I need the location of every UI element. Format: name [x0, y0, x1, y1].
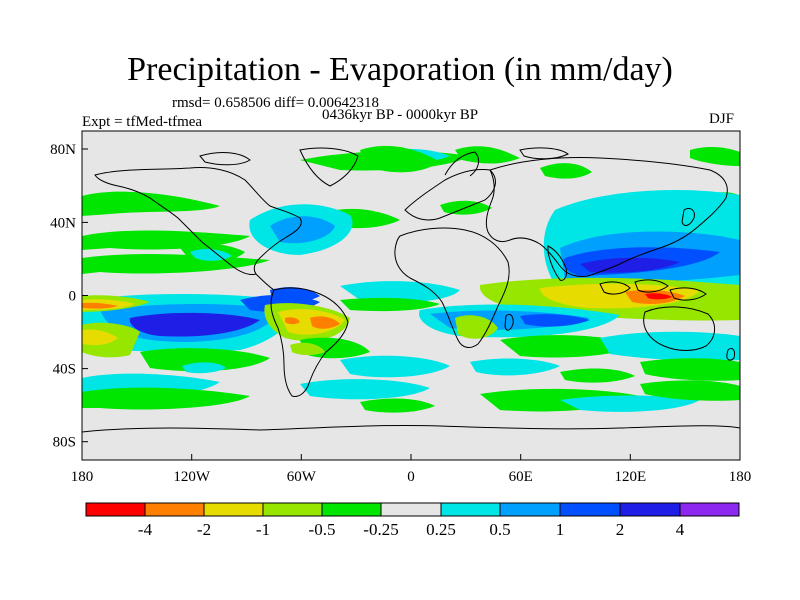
- contour-region: [82, 329, 118, 346]
- x-tick-label: 60W: [287, 469, 317, 485]
- x-tick-label: 120W: [173, 469, 211, 485]
- contour-region: [560, 395, 700, 412]
- contour-region: [340, 281, 460, 303]
- x-tick-label: 0: [407, 469, 415, 485]
- y-tick-label: 80N: [50, 142, 76, 158]
- x-tick-label: 60E: [509, 469, 533, 485]
- contour-region: [360, 398, 435, 413]
- y-tick-label: 40S: [53, 362, 76, 378]
- contour-region: [270, 287, 320, 303]
- contour-region: [129, 312, 260, 337]
- contour-region: [690, 146, 740, 166]
- colorbar-label: 0.25: [426, 520, 456, 539]
- x-tick-label: 180: [729, 469, 752, 485]
- contour-region: [455, 146, 520, 164]
- y-tick-label: 80S: [53, 435, 76, 451]
- contour-region: [580, 257, 680, 273]
- contour-region: [560, 368, 635, 383]
- contour-region: [540, 163, 592, 179]
- x-tick-label: 120E: [614, 469, 646, 485]
- colorbar-label: -0.5: [309, 520, 336, 539]
- colorbar-box: [203, 502, 264, 517]
- colorbar-label: 2: [616, 520, 625, 539]
- contour-region: [640, 380, 740, 401]
- stats-text: rmsd= 0.658506 diff= 0.00642318: [172, 95, 380, 111]
- map-title: Precipitation - Evaporation (in mm/day): [127, 51, 673, 88]
- contour-region: [520, 314, 590, 327]
- contour-region: [600, 331, 740, 361]
- coastlines: [82, 147, 740, 433]
- contour-region: [290, 342, 325, 355]
- colorbar-label: -1: [256, 520, 270, 539]
- colorbar-label: 4: [676, 520, 685, 539]
- colorbar-box: [321, 502, 382, 517]
- colorbar-box: [679, 502, 740, 517]
- colorbar-box: [499, 502, 561, 517]
- contour-region: [140, 348, 270, 372]
- contour-region: [645, 293, 672, 300]
- axis-ticks: [81, 148, 741, 460]
- contour-region: [455, 315, 498, 339]
- contour-region: [82, 302, 118, 309]
- colorbar-box: [440, 502, 501, 517]
- y-tick-label: 40N: [50, 215, 76, 231]
- contour-region: [270, 216, 335, 244]
- colorbar-box: [262, 502, 323, 517]
- colorbar-label: -0.25: [363, 520, 398, 539]
- contour-region: [300, 379, 430, 400]
- season-text: DJF: [709, 111, 735, 127]
- contour-field: [82, 131, 740, 460]
- contour-region: [182, 362, 226, 374]
- contour-region: [640, 358, 740, 381]
- contour-region: [82, 387, 250, 410]
- colorbar-box: [619, 502, 681, 517]
- colorbar-box: [85, 502, 146, 517]
- contour-region: [340, 297, 440, 312]
- colorbar-box: [380, 502, 442, 517]
- x-tick-label: 180: [71, 469, 94, 485]
- contour-region: [360, 145, 440, 173]
- colorbar: [85, 502, 740, 517]
- colorbar-box: [559, 502, 621, 517]
- contour-region: [310, 316, 340, 329]
- contour-region: [82, 191, 220, 216]
- colorbar-label: -2: [197, 520, 211, 539]
- colorbar-label: 1: [556, 520, 565, 539]
- colorbar-label: 0.5: [489, 520, 510, 539]
- y-tick-label: 0: [69, 289, 77, 305]
- contour-region: [470, 358, 560, 376]
- contour-region: [340, 355, 450, 378]
- experiment-text: Expt = tfMed-tfmea: [82, 114, 203, 130]
- period-text: 0436kyr BP - 0000kyr BP: [322, 107, 479, 123]
- contour-region: [285, 317, 300, 325]
- colorbar-label: -4: [138, 520, 153, 539]
- colorbar-box: [144, 502, 205, 517]
